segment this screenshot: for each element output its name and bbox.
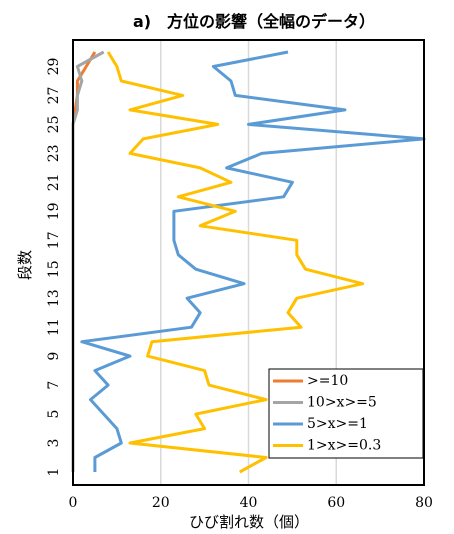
legend-label: 5>x>=1 <box>307 416 368 432</box>
legend-label: 1>x>=0.3 <box>307 438 381 454</box>
legend-label: >=10 <box>307 373 348 389</box>
y-tick-label: 25 <box>46 115 62 133</box>
y-tick-label: 19 <box>46 202 62 220</box>
y-axis-title: 段数 <box>16 250 34 280</box>
y-tick-label: 23 <box>46 144 62 162</box>
y-tick-label: 1 <box>46 468 62 477</box>
x-tick-label: 20 <box>152 495 170 511</box>
y-tick-label: 5 <box>46 410 62 419</box>
series-line <box>80 50 426 472</box>
legend: >=10 10>x>=5 5>x>=1 1>x>=0.3 <box>268 368 424 459</box>
y-tick-label: 7 <box>46 381 62 390</box>
series-line <box>106 51 365 474</box>
x-tick-label: 0 <box>69 495 78 511</box>
y-tick-label: 3 <box>46 439 62 448</box>
y-tick-label: 17 <box>46 231 62 249</box>
legend-label: 10>x>=5 <box>307 395 377 411</box>
x-axis-title: ひび割れ数（個） <box>189 513 309 531</box>
x-tick-label: 40 <box>240 495 258 511</box>
legend-box <box>268 368 424 459</box>
y-tick-label: 13 <box>46 289 62 307</box>
y-tick-label: 21 <box>46 173 62 191</box>
y-tick-label: 29 <box>46 58 62 76</box>
chart-title: a) 方位の影響（全幅のデータ） <box>133 12 375 31</box>
y-tick-label: 27 <box>46 87 62 105</box>
y-tick-label: 9 <box>46 352 62 361</box>
y-tick-label: 15 <box>46 260 62 278</box>
y-tick-label: 11 <box>46 318 62 336</box>
x-tick-label: 80 <box>415 495 433 511</box>
plot-frame <box>72 39 425 486</box>
x-tick-label: 60 <box>327 495 345 511</box>
